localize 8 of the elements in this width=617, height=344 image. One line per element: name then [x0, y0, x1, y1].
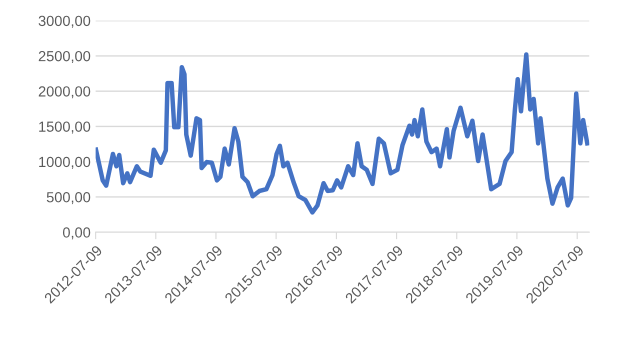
line-series — [96, 52, 590, 215]
y-tick-label: 0,00 — [62, 227, 90, 240]
y-tick-label: 500,00 — [46, 192, 90, 204]
y-tick-label: 2500,00 — [38, 51, 90, 64]
y-tick-label: 2000,00 — [38, 86, 90, 98]
y-tick-label: 3000,00 — [38, 16, 90, 28]
y-tick-label: 1500,00 — [39, 122, 90, 134]
y-tick-label: 1000,00 — [39, 156, 90, 169]
